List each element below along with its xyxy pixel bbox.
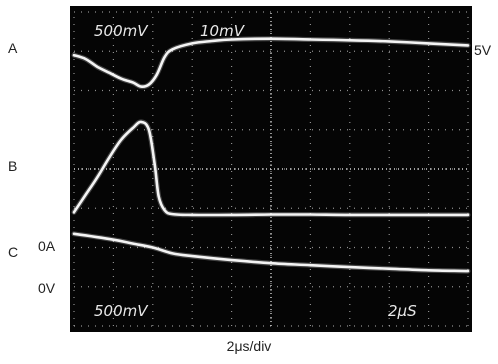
trace-label-c: C (8, 244, 19, 260)
level-label-0a: 0A (38, 238, 56, 254)
trace-label-a: A (8, 40, 18, 56)
scale-readout-bottom-left: 500mV (94, 302, 149, 320)
trace-a-line (72, 37, 470, 88)
scale-readout-top-mid: 10mV (200, 22, 246, 40)
scale-readout-top-left: 500mV (94, 22, 149, 40)
trace-c-line-glow (71, 231, 471, 274)
time-scale-readout: 2μS (388, 302, 417, 320)
time-base-caption: 2μs/div (226, 338, 272, 354)
trace-label-b: B (8, 158, 18, 174)
level-label-5v: 5V (474, 42, 492, 58)
oscilloscope-screen: 500mV 10mV 500mV 2μS (70, 6, 472, 332)
oscilloscope-plot: 500mV 10mV 500mV 2μS (71, 11, 471, 327)
trace-c-line (72, 232, 470, 273)
trace-b-line (72, 120, 470, 217)
level-label-0v: 0V (38, 280, 56, 296)
